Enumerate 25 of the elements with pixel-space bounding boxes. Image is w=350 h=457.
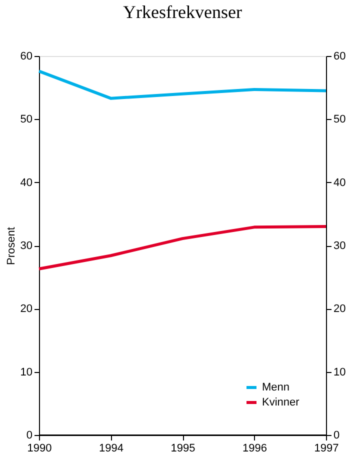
y2-tick-label: 30: [334, 240, 346, 252]
y-tick-label: 30: [20, 240, 32, 252]
x-tick-label: 1990: [27, 442, 52, 454]
y-tick-label: 40: [20, 176, 32, 189]
y-tick-label: 10: [20, 366, 32, 378]
x-tick-label: 1994: [99, 442, 124, 454]
x-tick-label: 1996: [242, 442, 267, 454]
y2-tick-label: 20: [334, 303, 346, 316]
x-tick-label: 1997: [314, 442, 339, 454]
y-axis-title: Prosent: [5, 227, 18, 265]
y2-tick-label: 0: [334, 430, 340, 442]
y-tick-label: 60: [20, 50, 32, 62]
x-tick-label: 1995: [170, 442, 196, 454]
y-tick-label: 20: [20, 303, 32, 316]
y2-tick-label: 10: [334, 366, 346, 378]
chart-title: Yrkesfrekvenser: [123, 2, 242, 22]
legend-label: Kvinner: [262, 396, 300, 408]
y2-tick-label: 60: [334, 50, 346, 62]
y2-tick-label: 40: [334, 176, 346, 189]
line-series: [38, 70, 328, 100]
y-tick-label: 50: [20, 114, 32, 126]
line-series: [38, 225, 328, 270]
legend-label: Menn: [262, 382, 290, 394]
y2-tick-label: 50: [334, 114, 346, 126]
y-tick-label: 0: [26, 430, 32, 442]
